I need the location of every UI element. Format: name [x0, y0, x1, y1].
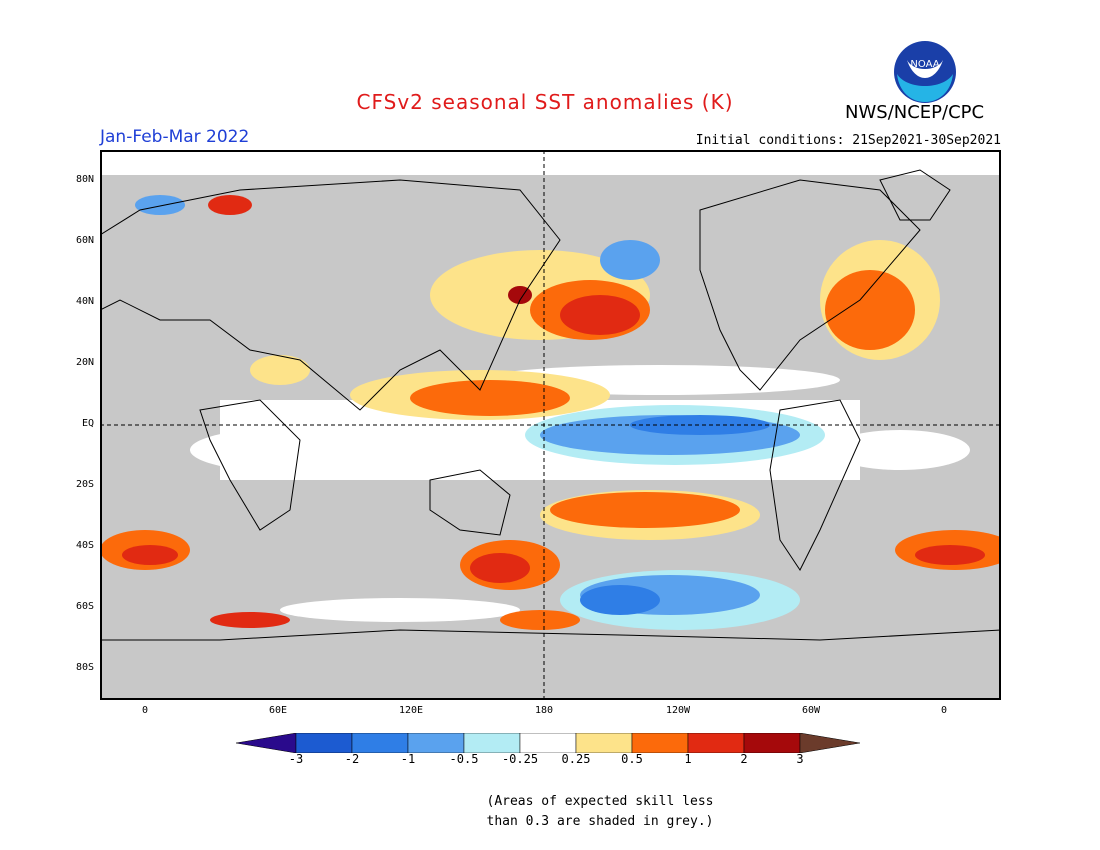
lat-label-eq: EQ	[81, 418, 94, 429]
lat-label-40s: 40S	[75, 540, 94, 551]
initial-conditions-label: Initial conditions: 21Sep2021-30Sep2021	[695, 133, 1001, 148]
lat-label-60s: 60S	[75, 601, 94, 612]
colorbar	[236, 733, 861, 753]
map-title: CFSv2 seasonal SST anomalies (K)	[356, 90, 734, 114]
lat-label-20n: 20N	[75, 357, 94, 368]
colorbar-segment	[799, 733, 861, 753]
colorbar-label: 0.5	[621, 752, 643, 766]
lon-label-0-east: 0	[940, 705, 948, 716]
agency-label: NWS/NCEP/CPC	[845, 102, 985, 123]
colorbar-segment	[351, 733, 409, 753]
skill-note: (Areas of expected skill less than 0.3 a…	[440, 792, 760, 832]
lon-label-60e: 60E	[268, 705, 288, 716]
svg-text:NOAA: NOAA	[910, 59, 939, 70]
lon-label-180: 180	[534, 705, 554, 716]
colorbar-label: 0.25	[561, 752, 591, 766]
warm-anomaly-regions	[100, 195, 1001, 630]
colorbar-segment	[463, 733, 521, 753]
lat-label-20s: 20S	[75, 479, 94, 490]
lon-label-0: 0	[141, 705, 149, 716]
skill-note-line-2: than 0.3 are shaded in grey.)	[486, 814, 714, 829]
coastlines	[100, 169, 1001, 641]
colorbar-label: 1	[684, 752, 692, 766]
lat-label-80n: 80N	[75, 174, 94, 185]
colorbar-label: -0.5	[449, 752, 479, 766]
lat-label-40n: 40N	[75, 296, 94, 307]
lat-label-80s: 80S	[75, 662, 94, 673]
grid-lines	[100, 150, 1001, 700]
colorbar-label: -2	[344, 752, 360, 766]
colorbar-label: -0.25	[501, 752, 539, 766]
lon-label-120w: 120W	[665, 705, 691, 716]
cool-anomaly-regions	[135, 195, 825, 630]
lon-label-60w: 60W	[801, 705, 821, 716]
colorbar-segment	[687, 733, 745, 753]
colorbar-segment	[743, 733, 801, 753]
colorbar-segment	[575, 733, 633, 753]
lat-label-60n: 60N	[75, 235, 94, 246]
colorbar-label: -3	[288, 752, 304, 766]
skill-note-line-1: (Areas of expected skill less	[486, 794, 714, 809]
colorbar-segment	[295, 733, 353, 753]
season-label: Jan-Feb-Mar 2022	[100, 127, 250, 147]
colorbar-label: -1	[400, 752, 416, 766]
colorbar-segment	[631, 733, 689, 753]
colorbar-segment	[407, 733, 465, 753]
map-frame	[100, 150, 1001, 700]
colorbar-segment	[236, 733, 297, 753]
colorbar-segment	[519, 733, 577, 753]
colorbar-label: 3	[796, 752, 804, 766]
colorbar-label: 2	[740, 752, 748, 766]
lon-label-120e: 120E	[398, 705, 424, 716]
sst-anomaly-map	[100, 150, 1001, 700]
noaa-logo: NOAA	[894, 41, 956, 103]
